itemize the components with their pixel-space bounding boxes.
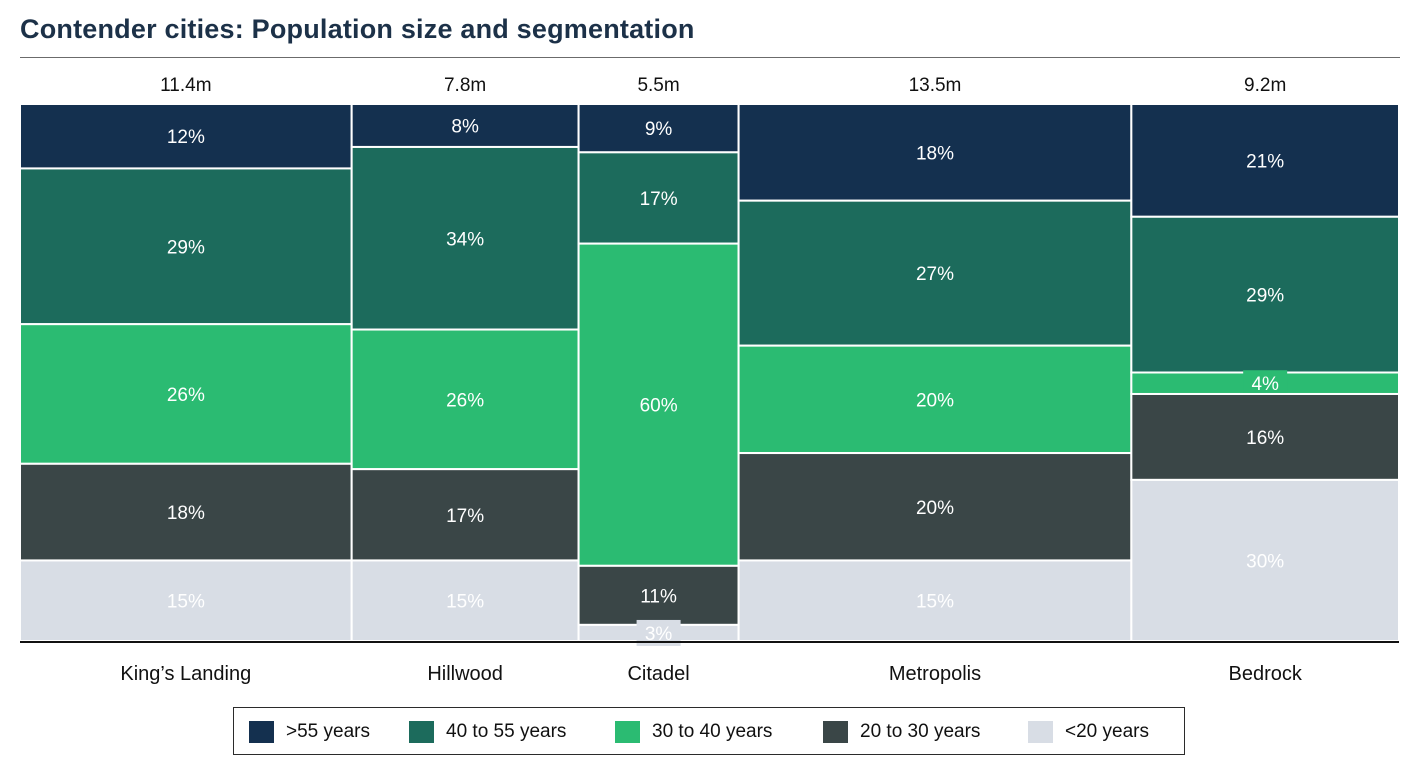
segment-bar (1130, 103, 1400, 218)
segment-value-label: 17% (640, 189, 678, 210)
segment-bar (737, 452, 1133, 562)
legend-item: <20 years (1028, 720, 1149, 744)
legend-item: 40 to 55 years (409, 720, 566, 744)
segment-value-label: 15% (916, 592, 954, 613)
legend-swatch (249, 721, 274, 743)
legend-item: 30 to 40 years (615, 720, 772, 744)
segment-bar (1130, 478, 1400, 642)
category-label: Hillwood (427, 663, 503, 685)
segment-bar (577, 242, 740, 567)
category-label: Metropolis (889, 663, 981, 685)
column-total-label: 5.5m (637, 75, 679, 96)
segment-bar (737, 103, 1133, 202)
segment-value-label: 9% (645, 119, 673, 140)
segment-value-label: 3% (645, 624, 673, 645)
segment-value-label: 12% (167, 127, 205, 148)
segment-value-label: 29% (167, 237, 205, 258)
legend-swatch (615, 721, 640, 743)
legend-label: 40 to 55 years (446, 721, 567, 742)
segment-bar (350, 145, 580, 331)
segment-value-label: 26% (167, 385, 205, 406)
segment-label-box (1243, 370, 1288, 397)
segment-bar (350, 468, 580, 562)
segment-bar (577, 151, 740, 245)
segment-bar (19, 323, 353, 465)
segment-value-label: 8% (451, 116, 479, 137)
segment-bar (1130, 215, 1400, 374)
legend-label: <20 years (1065, 721, 1149, 742)
segment-value-label: 60% (640, 396, 678, 417)
legend: >55 years 40 to 55 years 30 to 40 years … (233, 707, 1185, 755)
segment-value-label: 16% (1246, 428, 1284, 449)
segment-value-label: 11% (640, 586, 677, 607)
segment-value-label: 26% (446, 390, 484, 411)
title-divider (20, 57, 1400, 58)
segment-value-label: 15% (446, 592, 484, 613)
segment-bar (19, 559, 353, 643)
segment-value-label: 15% (167, 592, 205, 613)
legend-swatch (823, 721, 848, 743)
segment-value-label: 17% (446, 506, 484, 527)
segment-bar (19, 462, 353, 562)
segment-bar (737, 559, 1133, 643)
legend-item: >55 years (249, 720, 370, 744)
segment-value-label: 21% (1246, 151, 1284, 172)
mekko-chart: 12% 29% 26% 18% 15% 11.4m King’s Landing 8% 34% 2… (19, 75, 1400, 685)
category-label: Bedrock (1228, 663, 1302, 685)
segment-value-label: 27% (916, 264, 954, 285)
legend-label: >55 years (286, 721, 370, 742)
column-total-label: 11.4m (160, 75, 211, 96)
segment-value-label: 30% (1246, 551, 1284, 572)
legend-swatch (1028, 721, 1053, 743)
column-total-label: 13.5m (909, 75, 962, 96)
legend-item: 20 to 30 years (823, 720, 980, 744)
segment-bar (1130, 392, 1400, 481)
segment-bar (737, 344, 1133, 455)
legend-swatch (409, 721, 434, 743)
legend-label: 30 to 40 years (652, 721, 773, 742)
segment-bar (577, 103, 740, 154)
segment-bar (350, 103, 580, 148)
segment-value-label: 4% (1251, 374, 1279, 395)
segment-value-label: 20% (916, 390, 954, 411)
segment-value-label: 18% (167, 503, 205, 524)
segment-bar (737, 199, 1133, 347)
segment-value-label: 34% (446, 229, 484, 250)
segment-value-label: 18% (916, 143, 954, 164)
column-total-label: 7.8m (444, 75, 486, 96)
category-label: Citadel (627, 663, 689, 685)
segment-bar (19, 103, 353, 170)
chart-title: Contender cities: Population size and se… (20, 14, 695, 44)
legend-label: 20 to 30 years (860, 721, 981, 742)
column-total-label: 9.2m (1244, 75, 1286, 96)
segment-value-label: 29% (1246, 286, 1284, 307)
category-label: King’s Landing (120, 663, 251, 685)
segment-value-label: 20% (916, 498, 954, 519)
